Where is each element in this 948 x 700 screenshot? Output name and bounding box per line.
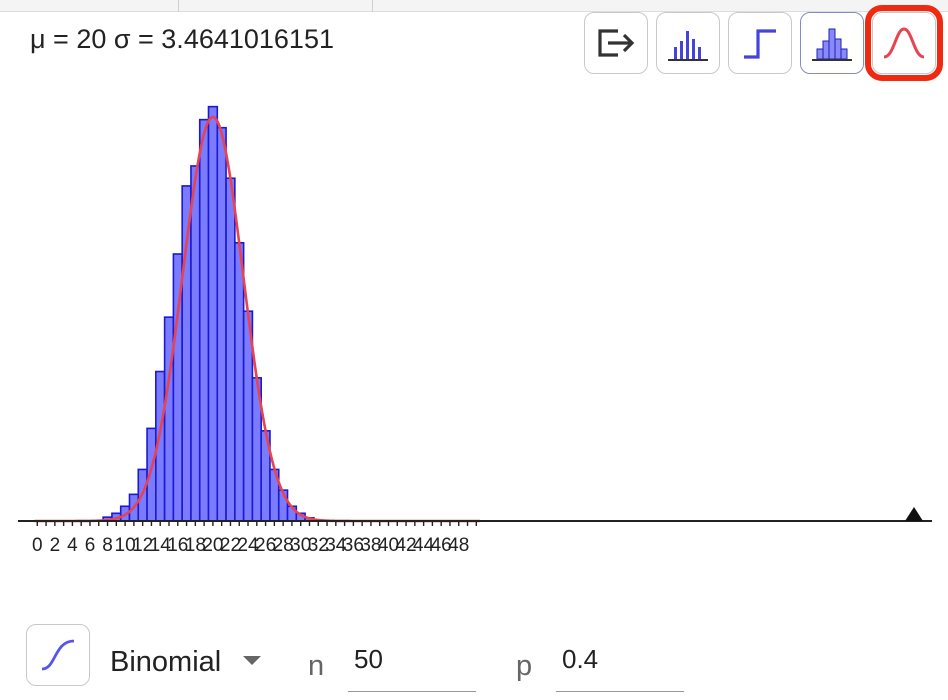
- x-tick-label: 8: [102, 535, 113, 556]
- x-tick-label: 28: [273, 535, 294, 556]
- cumulative-toggle-button[interactable]: [26, 624, 90, 686]
- tab-divider: [372, 0, 373, 12]
- distribution-dropdown[interactable]: Binomial: [110, 646, 262, 679]
- x-tick-label: 0: [32, 535, 43, 556]
- p-label: p: [516, 650, 533, 682]
- normal-overlay-button[interactable]: [865, 5, 943, 81]
- n-input[interactable]: 50: [348, 640, 476, 692]
- x-axis-ticks: [36, 521, 477, 526]
- histogram-bar: [207, 105, 219, 522]
- p-input[interactable]: 0.4: [556, 640, 684, 692]
- bar-graph-button[interactable]: [656, 12, 720, 74]
- chevron-down-icon: [243, 656, 262, 665]
- export-icon: [598, 29, 635, 57]
- distribution-label: Binomial: [110, 646, 222, 678]
- distribution-plot: 0 2 4 6 8 10121416182022242628303234363840424…: [18, 105, 932, 556]
- x-tick-label: 46: [431, 535, 452, 556]
- x-tick-label: 32: [308, 535, 329, 556]
- histogram-bars: [102, 105, 324, 522]
- parameter-bar: Binomial n 50 p 0.4: [0, 612, 948, 700]
- x-axis-arrow: [905, 507, 923, 521]
- histogram-button[interactable]: [800, 12, 864, 74]
- bar-graph-icon: [668, 31, 708, 61]
- x-tick-label: 26: [255, 535, 276, 556]
- histogram-bar: [216, 126, 227, 522]
- graph-toolbar: [584, 5, 943, 81]
- x-tick-label: 6: [85, 535, 96, 556]
- histogram-bar: [234, 241, 245, 522]
- histogram-icon: [812, 28, 852, 61]
- x-tick-label: 4: [67, 535, 78, 556]
- x-tick-label: 40: [378, 535, 399, 556]
- histogram-bar: [190, 165, 201, 522]
- x-tick-label: 34: [325, 535, 347, 556]
- top-strip: [0, 0, 948, 12]
- x-tick-label: 12: [132, 535, 153, 556]
- x-tick-label: 16: [167, 535, 188, 556]
- distribution-stats: μ = 20 σ = 3.4641016151: [30, 24, 334, 54]
- x-tick-label: 2: [50, 535, 61, 556]
- step-graph-icon: [744, 29, 776, 59]
- normal-curve-icon: [883, 27, 925, 59]
- tab-divider: [178, 0, 179, 12]
- export-button[interactable]: [584, 12, 648, 74]
- x-axis-tick-labels: 0 2 4 6 8 10121416182022242628303234363840424…: [32, 535, 469, 556]
- x-tick-label: 30: [290, 535, 311, 556]
- x-tick-label: 22: [220, 535, 241, 556]
- x-tick-label: 24: [237, 535, 259, 556]
- step-graph-button[interactable]: [728, 12, 792, 74]
- cumulative-icon: [41, 639, 75, 671]
- x-tick-label: 18: [185, 535, 206, 556]
- x-tick-label: 42: [395, 535, 416, 556]
- histogram-bar: [225, 177, 236, 522]
- x-tick-label: 36: [343, 535, 364, 556]
- x-tick-label: 10: [115, 535, 136, 556]
- x-tick-label: 38: [360, 535, 381, 556]
- x-tick-label: 48: [448, 535, 469, 556]
- x-tick-label: 44: [413, 535, 435, 556]
- x-tick-label: 20: [202, 535, 223, 556]
- histogram-bar: [198, 118, 210, 522]
- n-label: n: [308, 650, 325, 682]
- x-tick-label: 14: [150, 535, 172, 556]
